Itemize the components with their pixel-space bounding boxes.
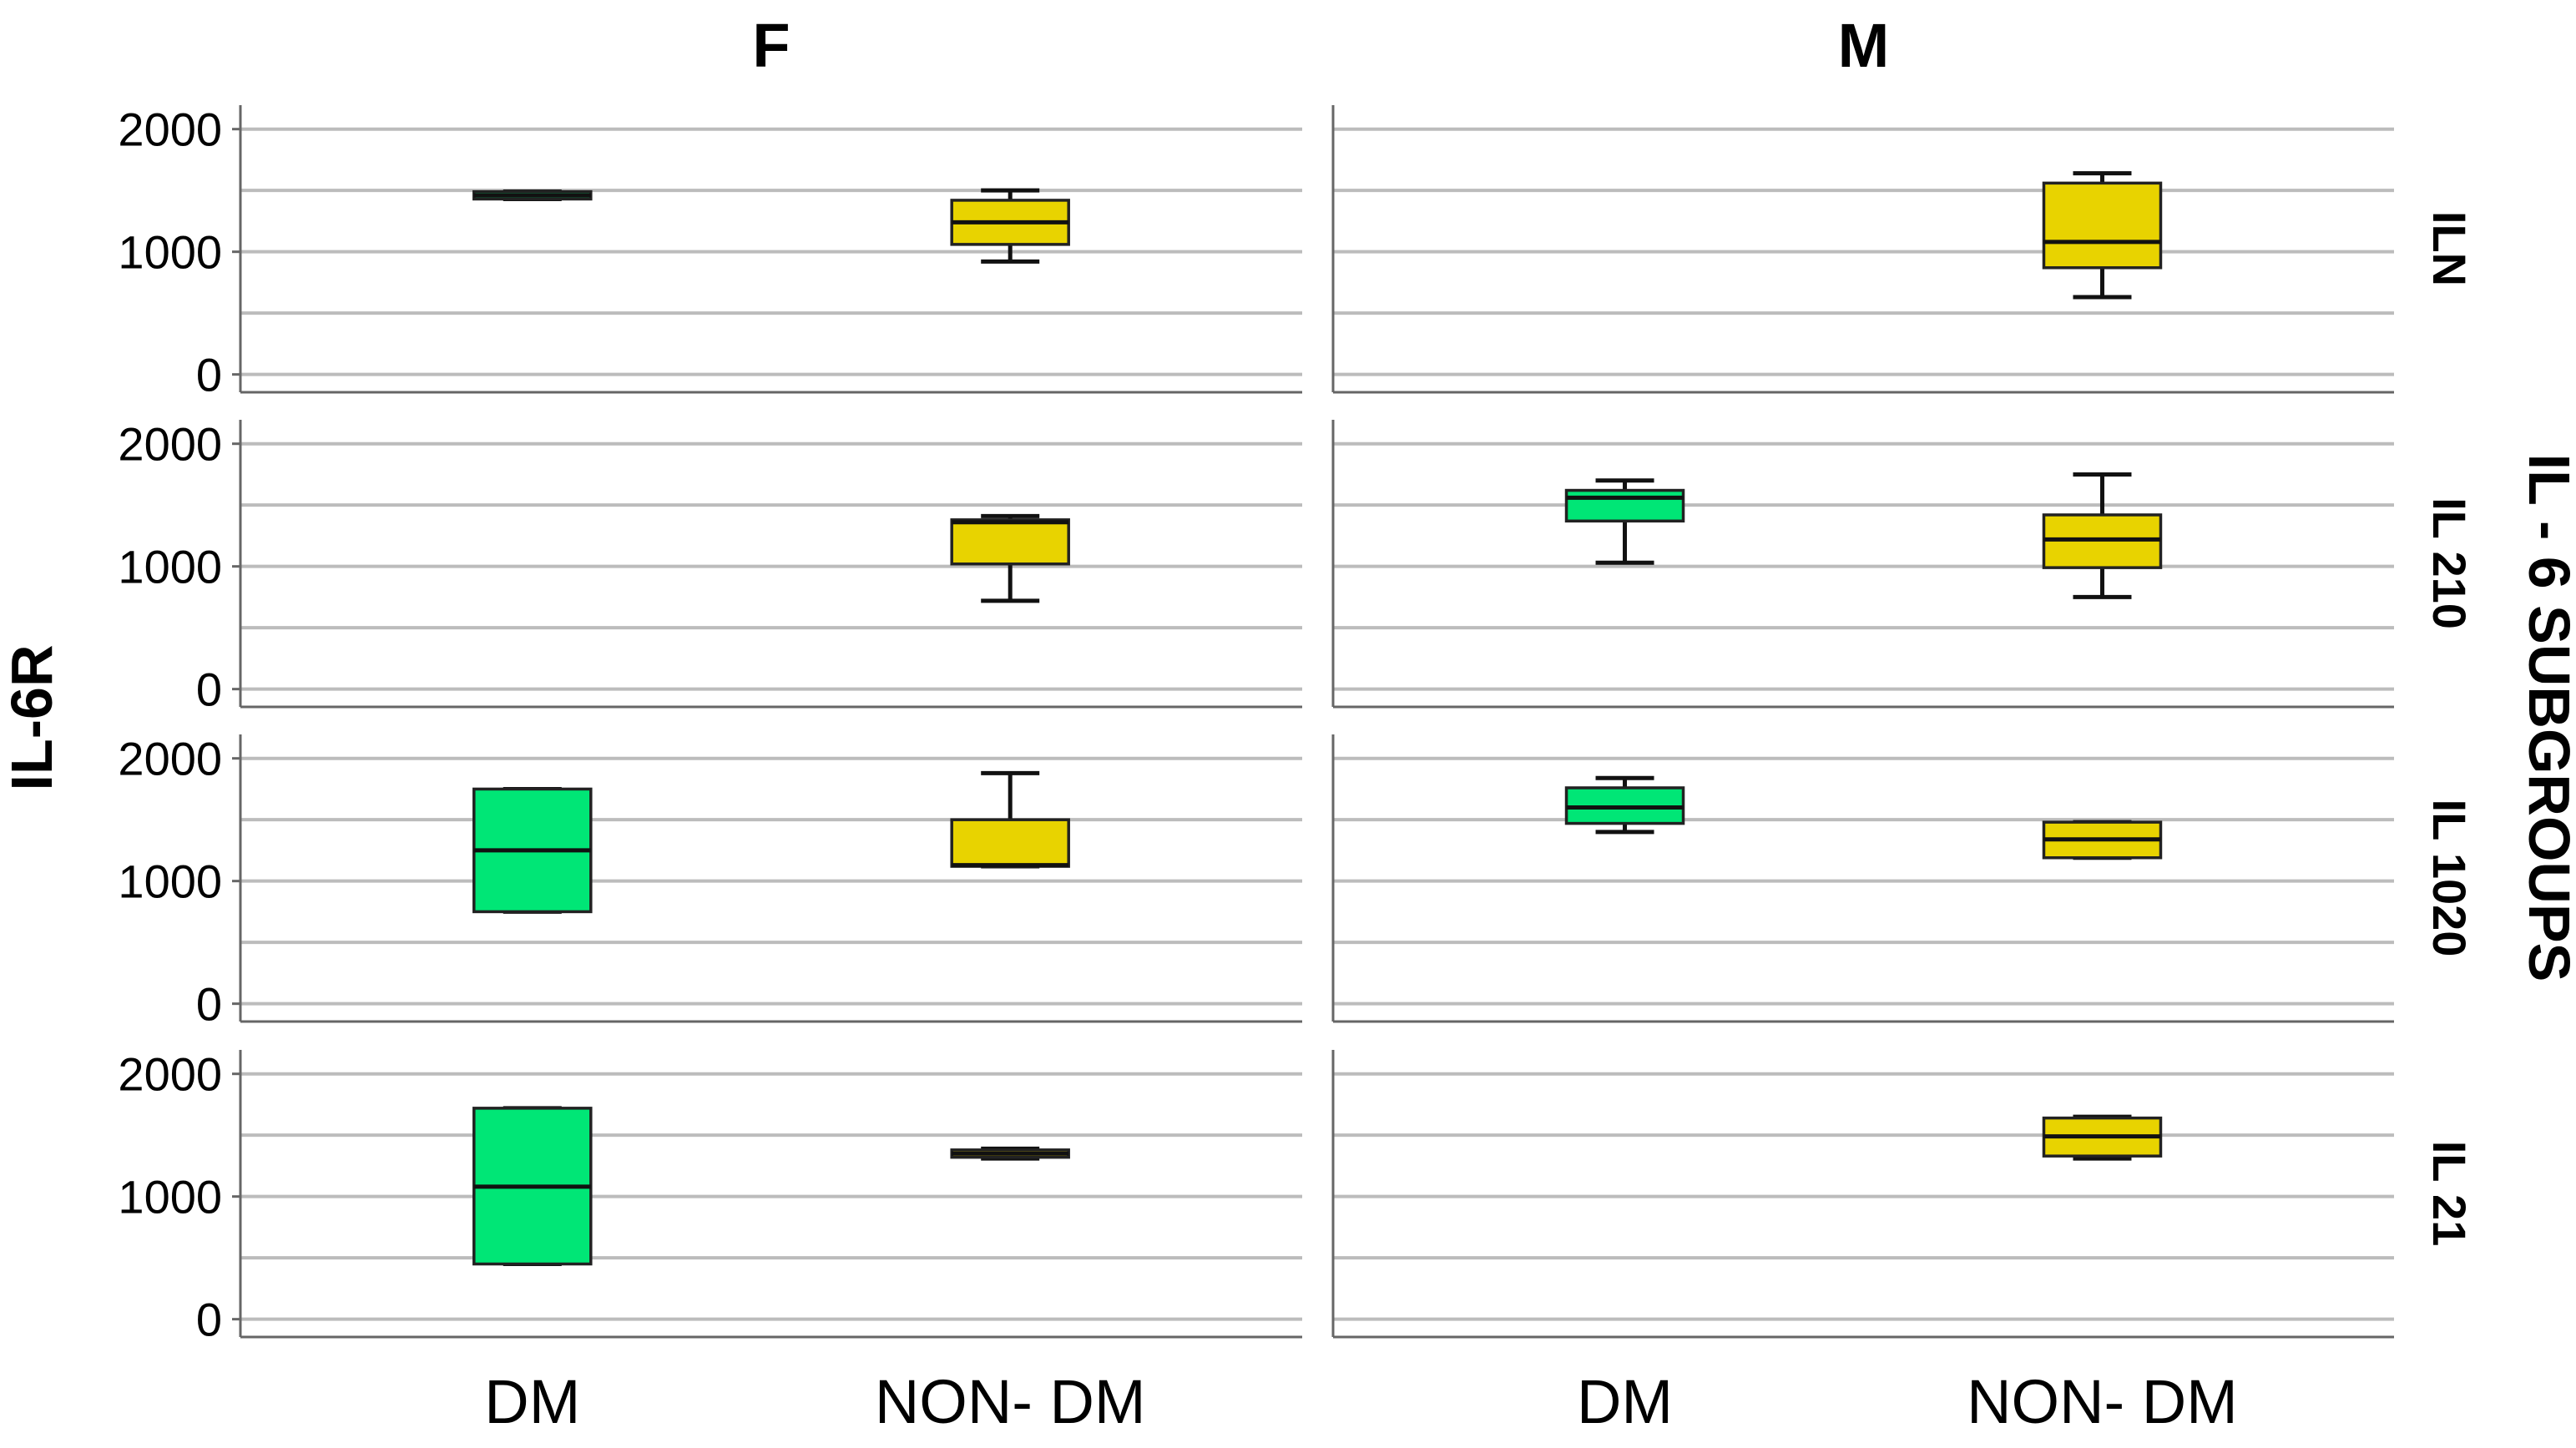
y-tick-label: 2000 <box>118 418 222 471</box>
box-iln-m-non-dm-iqr <box>2042 181 2163 270</box>
y-tick-label: 2000 <box>118 103 222 156</box>
row-facet-label-il-21: IL 21 <box>2423 1141 2476 1247</box>
y-tick-label: 0 <box>196 663 222 716</box>
box-il-210-f-non-dm-iqr <box>950 518 1070 566</box>
y-axis-title: IL-6R <box>0 645 64 791</box>
row-facet-label-il-1020: IL 1020 <box>2423 800 2476 957</box>
y-tick-label: 0 <box>196 349 222 401</box>
y-tick-label: 1000 <box>118 541 222 593</box>
y-tick-label: 2000 <box>118 1048 222 1101</box>
y-tick-label: 1000 <box>118 1171 222 1223</box>
y-tick-label: 0 <box>196 1294 222 1346</box>
y-tick-label: 0 <box>196 978 222 1031</box>
column-facet-header-f: F <box>752 11 790 80</box>
box-il-1020-f-non-dm-iqr <box>950 818 1070 868</box>
x-category-label-dm-m: DM <box>1577 1367 1673 1436</box>
y-tick-label: 2000 <box>118 733 222 785</box>
y-tick-label: 1000 <box>118 226 222 279</box>
row-facet-title: IL - 6 SUBGROUPS <box>2517 454 2576 982</box>
x-category-label-non-dm-m: NON- DM <box>1967 1367 2238 1436</box>
x-category-label-dm-f: DM <box>484 1367 580 1436</box>
row-facet-label-iln: ILN <box>2423 211 2476 286</box>
box-il-210-m-dm-iqr <box>1564 488 1685 523</box>
y-tick-label: 1000 <box>118 855 222 908</box>
column-facet-header-m: M <box>1838 11 1890 80</box>
row-facet-label-il-210: IL 210 <box>2423 497 2476 629</box>
x-category-label-non-dm-f: NON- DM <box>875 1367 1146 1436</box>
